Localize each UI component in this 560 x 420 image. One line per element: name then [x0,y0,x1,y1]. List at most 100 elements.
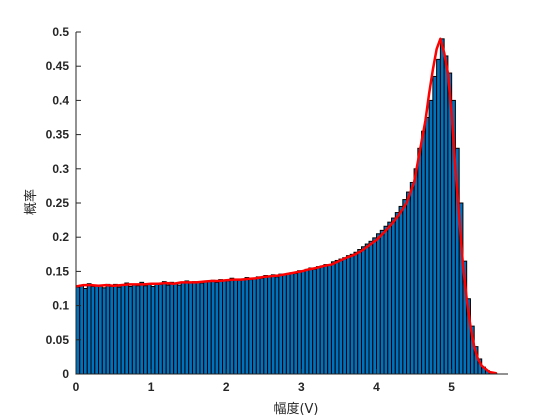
y-axis-ticks: 0 0.05 0.1 0.15 0.2 0.25 0.3 0.35 0.4 0.45 0.5 [46,25,81,381]
histogram-bar [139,281,145,375]
histogram-bar [413,168,419,375]
histogram-bar [289,272,295,375]
histogram-bar [240,278,246,375]
y-tick-label: 0.05 [46,333,70,347]
y-tick-label: 0.35 [46,128,70,142]
histogram-bar [421,130,426,375]
histogram-bar [98,285,103,375]
x-tick-label: 5 [448,380,455,394]
histogram-bar [259,277,265,375]
y-tick-label: 0.45 [46,59,70,73]
histogram-bar [402,199,408,375]
histogram-bar [308,267,314,375]
histogram-bar [439,38,445,375]
x-tick-label: 2 [223,380,230,394]
histogram-bar [101,287,107,375]
histogram-bar [304,268,310,375]
histogram-bar [372,237,378,375]
histogram-bar [184,280,190,375]
y-tick-label: 0 [62,367,69,381]
histogram-bar [94,284,100,375]
histogram-bar [120,284,126,375]
histogram-bar [342,257,347,375]
histogram-bar [327,264,332,375]
histogram-bar [248,279,254,375]
histogram-bar [345,255,351,375]
y-tick-label: 0.4 [52,93,69,107]
histogram-bar [206,281,212,375]
x-axis-label: 幅度(V) [273,401,318,417]
histogram-bar [75,286,81,375]
y-tick-label: 0.25 [46,196,70,210]
histogram-bar [270,274,276,375]
histogram-bar [338,258,344,375]
histogram-bar [86,283,92,375]
histogram-bar [334,259,340,375]
histogram-bar [169,281,175,375]
histogram-bar [180,281,186,375]
histogram-bar [364,243,370,375]
histogram-bar [368,240,374,375]
histogram-bar [244,277,250,375]
histogram-bar [300,270,306,375]
y-tick-label: 0.1 [52,299,69,313]
histogram-bar [203,280,208,375]
histogram-bar [424,117,430,375]
histogram-bar [312,268,317,375]
histogram-bar [150,285,156,375]
y-tick-label: 0.15 [46,264,70,278]
histogram-bar [361,246,366,375]
histogram-bar [409,181,415,375]
histogram-bar [154,282,160,375]
x-tick-label: 1 [148,380,155,394]
x-tick-label: 3 [298,380,305,394]
histogram-bar [229,277,235,375]
histogram-bar [349,253,355,375]
histogram-bar [330,261,336,375]
fit-curve [75,37,497,375]
histogram-bar [293,272,299,375]
histogram-bar [83,288,88,375]
histogram-bar [105,283,111,375]
histogram-bar [199,282,205,375]
histogram-bar [417,147,423,375]
histogram-bar [128,285,133,375]
histogram-bar [176,284,182,375]
histogram-bar [188,282,193,375]
histogram-bar [319,265,325,375]
histogram-bar [278,273,284,375]
histogram-bar [428,99,434,375]
histogram-bar [323,264,329,375]
x-axis-ticks: 0 1 2 3 4 5 [73,369,455,394]
histogram-bar [387,221,393,375]
histogram-bar [116,286,122,375]
histogram-bar [90,285,96,375]
histogram-bar [195,281,201,375]
histogram-bar [218,279,224,375]
histogram-bar [353,251,359,375]
histogram-bar [131,283,137,375]
histogram-bar [263,275,269,375]
histogram-bar [357,249,362,375]
histogram-bar [143,285,148,375]
y-tick-label: 0.3 [52,162,69,176]
histogram-bar [233,279,239,375]
histogram-bar [267,275,272,375]
histogram-bar [285,272,291,375]
y-axis-label: 概率 [23,189,39,215]
histogram-bar [432,75,438,375]
histogram-bar [146,283,152,375]
histogram-bar [436,58,441,375]
histogram-bar [222,279,227,375]
histogram-bar [282,274,287,375]
histogram-bar [406,191,411,375]
histogram-bar [225,280,231,375]
histogram-bar [124,282,130,375]
histogram-bar [394,212,400,375]
histogram-bar [165,284,171,375]
histogram-bar [173,282,178,375]
histogram-bar [109,285,115,375]
histogram-bar [210,279,216,375]
histogram-bar [135,285,141,375]
